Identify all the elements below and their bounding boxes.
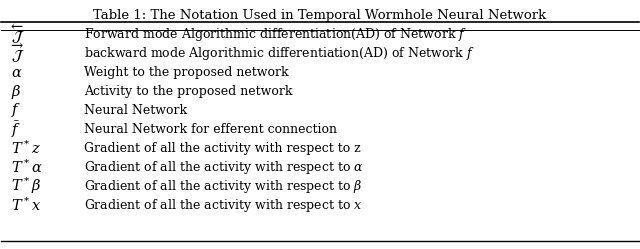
Text: backward mode Algorithmic differentiation(AD) of Network $f$: backward mode Algorithmic differentiatio…	[84, 45, 475, 62]
Text: $T^*x$: $T^*x$	[11, 197, 41, 214]
Text: $T^*\beta$: $T^*\beta$	[11, 176, 41, 196]
Text: $f$: $f$	[11, 101, 21, 120]
Text: Neural Network for efferent connection: Neural Network for efferent connection	[84, 123, 337, 136]
Text: Neural Network: Neural Network	[84, 104, 188, 117]
Text: Gradient of all the activity with respect to z: Gradient of all the activity with respec…	[84, 142, 361, 155]
Text: Table 1: The Notation Used in Temporal Wormhole Neural Network: Table 1: The Notation Used in Temporal W…	[93, 9, 547, 22]
Text: Forward mode Algorithmic differentiation(AD) of Network $f$: Forward mode Algorithmic differentiation…	[84, 26, 467, 43]
Text: Weight to the proposed network: Weight to the proposed network	[84, 66, 289, 79]
Text: Gradient of all the activity with respect to $\alpha$: Gradient of all the activity with respec…	[84, 159, 364, 176]
Text: $\overrightarrow{\mathcal{J}}$: $\overrightarrow{\mathcal{J}}$	[11, 42, 24, 65]
Text: $\bar{f}$: $\bar{f}$	[11, 119, 21, 140]
Text: Gradient of all the activity with respect to $x$: Gradient of all the activity with respec…	[84, 197, 363, 214]
Text: $\beta$: $\beta$	[11, 82, 21, 101]
Text: $T^*z$: $T^*z$	[11, 140, 41, 157]
Text: $\overleftarrow{\mathcal{J}}$: $\overleftarrow{\mathcal{J}}$	[11, 23, 24, 47]
Text: $\alpha$: $\alpha$	[11, 65, 22, 79]
Text: Activity to the proposed network: Activity to the proposed network	[84, 85, 292, 98]
Text: Gradient of all the activity with respect to $\beta$: Gradient of all the activity with respec…	[84, 178, 363, 195]
Text: $T^*\alpha$: $T^*\alpha$	[11, 159, 43, 176]
